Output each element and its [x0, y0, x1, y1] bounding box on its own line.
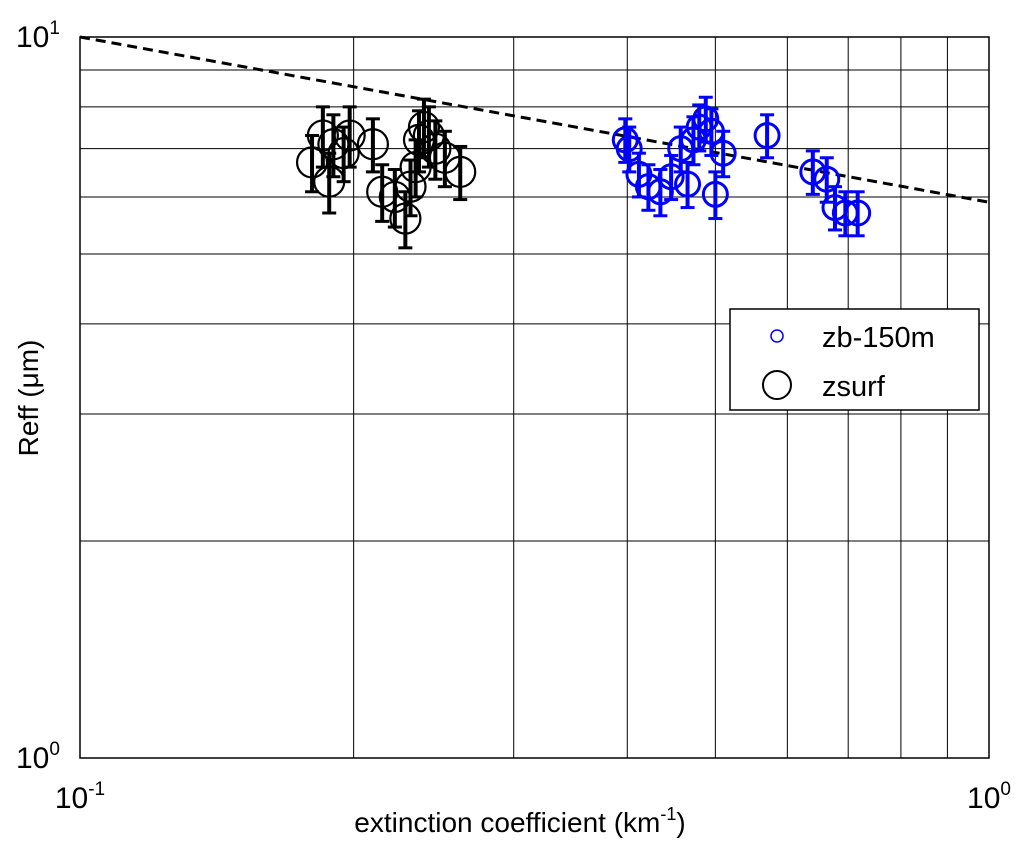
data-point — [709, 139, 737, 167]
data-point — [356, 128, 389, 161]
data-points — [295, 95, 872, 250]
data-point — [333, 119, 366, 152]
x-axis-label-tail: ) — [676, 807, 685, 838]
data-point — [674, 170, 702, 198]
legend-label-zsurf: zsurf — [822, 371, 886, 403]
tick-labels: 10-1 100 100 101 — [16, 18, 1011, 815]
series-zb-150m — [611, 95, 872, 238]
y-tick-label: 100 — [16, 739, 60, 775]
data-point — [701, 180, 729, 208]
data-point — [813, 165, 841, 193]
legend-label-zb-150m: zb-150m — [822, 322, 935, 354]
data-point — [753, 122, 781, 150]
y-axis-label: Reff (μm) — [13, 340, 44, 457]
data-point — [657, 163, 685, 191]
data-point — [407, 110, 441, 144]
y-tick-label: 101 — [16, 18, 60, 54]
legend-marker-zb-150m — [770, 329, 784, 343]
data-point — [419, 132, 452, 165]
data-point — [615, 135, 643, 163]
x-axis-label-text: extinction coefficient (km — [354, 807, 660, 838]
data-point — [844, 199, 872, 227]
data-point — [394, 170, 427, 203]
x-tick-label: 10-1 — [55, 779, 105, 815]
series-zsurf — [295, 97, 477, 250]
x-axis-label: extinction coefficient (km-1) — [354, 804, 685, 838]
data-point — [306, 119, 339, 152]
legend-box — [729, 308, 980, 411]
data-point — [692, 105, 720, 133]
data-point — [389, 202, 422, 235]
data-point — [444, 155, 477, 188]
x-tick-label: 100 — [967, 779, 1011, 815]
legend-marker-zsurf — [762, 370, 792, 400]
x-axis-label-sup: -1 — [660, 804, 676, 824]
plot-frame — [79, 36, 990, 759]
legend: zb-150m zsurf — [729, 308, 980, 411]
